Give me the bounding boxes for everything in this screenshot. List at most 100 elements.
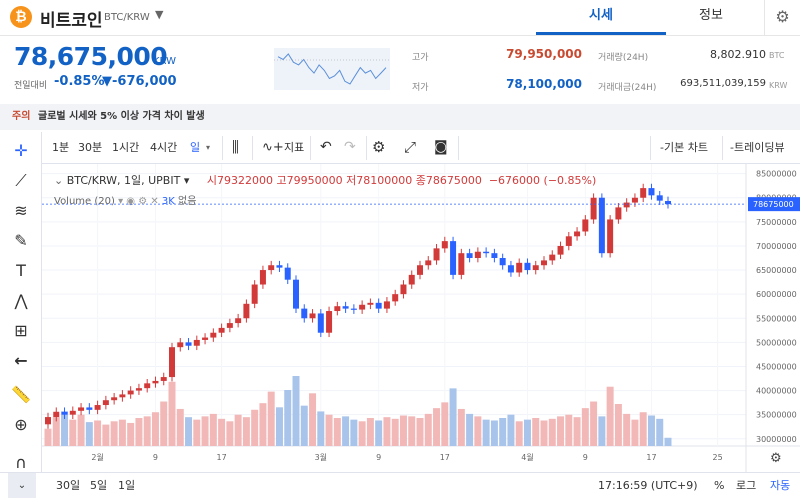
chevron-down-icon[interactable]: ▼	[155, 8, 164, 21]
volume-bar	[102, 424, 110, 446]
candle-body	[293, 279, 299, 309]
pattern-icon[interactable]: ⋀	[14, 291, 28, 310]
volume-settings-icons[interactable]: ▾ ◉ ⚙ ✕	[118, 196, 159, 207]
candle-type-icon[interactable]: ⫼	[232, 138, 239, 156]
candle-body	[441, 241, 448, 249]
volume-bar	[416, 418, 424, 446]
candle-body	[160, 377, 167, 381]
undo-icon[interactable]: ↶	[320, 139, 332, 155]
y-tick-label: 40000000	[756, 387, 797, 396]
text-tool-icon[interactable]: T	[16, 261, 26, 280]
fullscreen-icon[interactable]: ⤢	[404, 138, 417, 156]
zoom-in-icon[interactable]: ⊕	[14, 415, 28, 434]
tradingview-button[interactable]: -트레이딩뷰	[730, 141, 785, 154]
volume-bar	[532, 418, 540, 446]
range-1d[interactable]: 1일	[118, 479, 136, 492]
interval-1d[interactable]: 일	[190, 141, 201, 154]
volume-bar	[507, 414, 515, 446]
range-5d[interactable]: 5일	[90, 479, 108, 492]
candle-body	[367, 302, 374, 305]
collapse-icon[interactable]: ⌄	[54, 174, 67, 187]
log-toggle[interactable]: 로그	[736, 479, 757, 492]
clock-display[interactable]: 17:16:59 (UTC+9)	[598, 479, 698, 492]
volume-legend: Volume (20) ▾ ◉ ⚙ ✕ 3K 없음	[54, 192, 196, 207]
volume-bar	[135, 418, 143, 446]
measure-icon[interactable]: 📏	[11, 385, 31, 404]
volume-bar	[375, 420, 383, 446]
notice-tag: 주의	[12, 111, 31, 122]
change-amount: ▼-676,000	[102, 74, 177, 89]
candle-body	[408, 274, 415, 285]
indicator-icon[interactable]: ∿+	[262, 140, 284, 155]
brush-icon[interactable]: ✎	[14, 231, 28, 250]
x-tick-label: 9	[376, 453, 381, 462]
arrow-left-icon[interactable]: ←	[14, 351, 28, 370]
candle-body	[648, 188, 655, 196]
candle-body	[169, 347, 175, 378]
price-summary: 78,675,000 KRW 전일대비 -0.85% ▼-676,000 고가 …	[0, 36, 800, 104]
auto-toggle[interactable]: 자동	[770, 479, 791, 492]
interval-30m[interactable]: 30분	[78, 141, 103, 154]
candle-body	[218, 327, 225, 333]
fib-tools-icon[interactable]: ≋	[14, 201, 28, 220]
interval-dropdown-icon[interactable]: ▾	[206, 143, 211, 152]
candle-body	[202, 337, 209, 340]
legend-symbol-dropdown-icon[interactable]: ▾	[183, 174, 190, 187]
tab-quote[interactable]: 시세	[536, 0, 666, 35]
collapse-panel-icon[interactable]: ⌄	[8, 473, 36, 498]
coin-name[interactable]: 비트코인	[40, 11, 103, 31]
volume-bar	[118, 419, 126, 446]
y-tick-label: 85000000	[756, 170, 797, 179]
trend-line-icon[interactable]: ⟋	[15, 171, 27, 190]
chart-legend: ⌄ BTC/KRW, 1일, UPBIT ▾ 시79322000 고799500…	[54, 172, 596, 188]
settings-icon[interactable]: ⚙	[372, 138, 386, 156]
range-30d[interactable]: 30일	[56, 479, 81, 492]
interval-4h[interactable]: 4시간	[150, 141, 178, 154]
interval-1m[interactable]: 1분	[52, 141, 70, 154]
y-tick-label: 70000000	[756, 242, 797, 251]
volume-bar	[474, 416, 482, 446]
crosshair-icon[interactable]: ✛	[14, 141, 28, 160]
candle-body	[499, 258, 506, 266]
bitcoin-icon: ₿	[10, 6, 32, 28]
percent-toggle[interactable]: %	[714, 479, 725, 492]
volume-bar	[391, 418, 399, 446]
volume-bar	[350, 419, 358, 446]
price-unit: KRW	[153, 56, 176, 67]
candle-body	[111, 397, 118, 401]
volume-bar	[466, 413, 474, 446]
volume-bar	[275, 407, 283, 446]
basic-chart-button[interactable]: -기본 차트	[660, 141, 708, 154]
tab-info[interactable]: 정보	[699, 8, 723, 23]
magnet-icon[interactable]: ∩	[15, 453, 27, 472]
change-percent: -0.85%	[54, 74, 105, 89]
candle-body	[458, 253, 465, 275]
volume-bar	[292, 376, 300, 446]
volume-bar	[639, 412, 647, 446]
mini-price-chart	[274, 48, 390, 90]
chart-svg[interactable]: 8500000080000000750000007000000065000000…	[42, 164, 800, 472]
redo-icon[interactable]: ↷	[344, 139, 356, 155]
candle-body	[144, 383, 151, 389]
coin-pair[interactable]: BTC/KRW	[104, 12, 150, 23]
volume-bar	[317, 411, 325, 446]
candle-body	[590, 197, 597, 220]
gear-icon[interactable]: ⚙	[764, 0, 800, 35]
chart-settings-icon[interactable]: ⚙	[770, 451, 782, 466]
volume-bar	[383, 417, 391, 446]
camera-icon[interactable]: ◙	[434, 139, 448, 155]
volume-bar	[457, 408, 465, 446]
candlestick-chart[interactable]: 8500000080000000750000007000000065000000…	[42, 164, 800, 472]
volume-bar	[342, 416, 350, 446]
legend-high: 79950000	[286, 174, 343, 187]
interval-1h[interactable]: 1시간	[112, 141, 140, 154]
indicator-button[interactable]: 지표	[284, 141, 305, 154]
ruler-grid-icon[interactable]: ⊞	[14, 321, 28, 340]
x-tick-label: 25	[713, 453, 723, 462]
volume-bar	[656, 418, 664, 446]
volume-bar	[267, 391, 275, 446]
candle-body	[359, 304, 366, 310]
volume-24h-label: 거래량(24H)	[598, 53, 649, 63]
toolbar-divider	[310, 136, 311, 160]
low-label: 저가	[412, 83, 429, 93]
